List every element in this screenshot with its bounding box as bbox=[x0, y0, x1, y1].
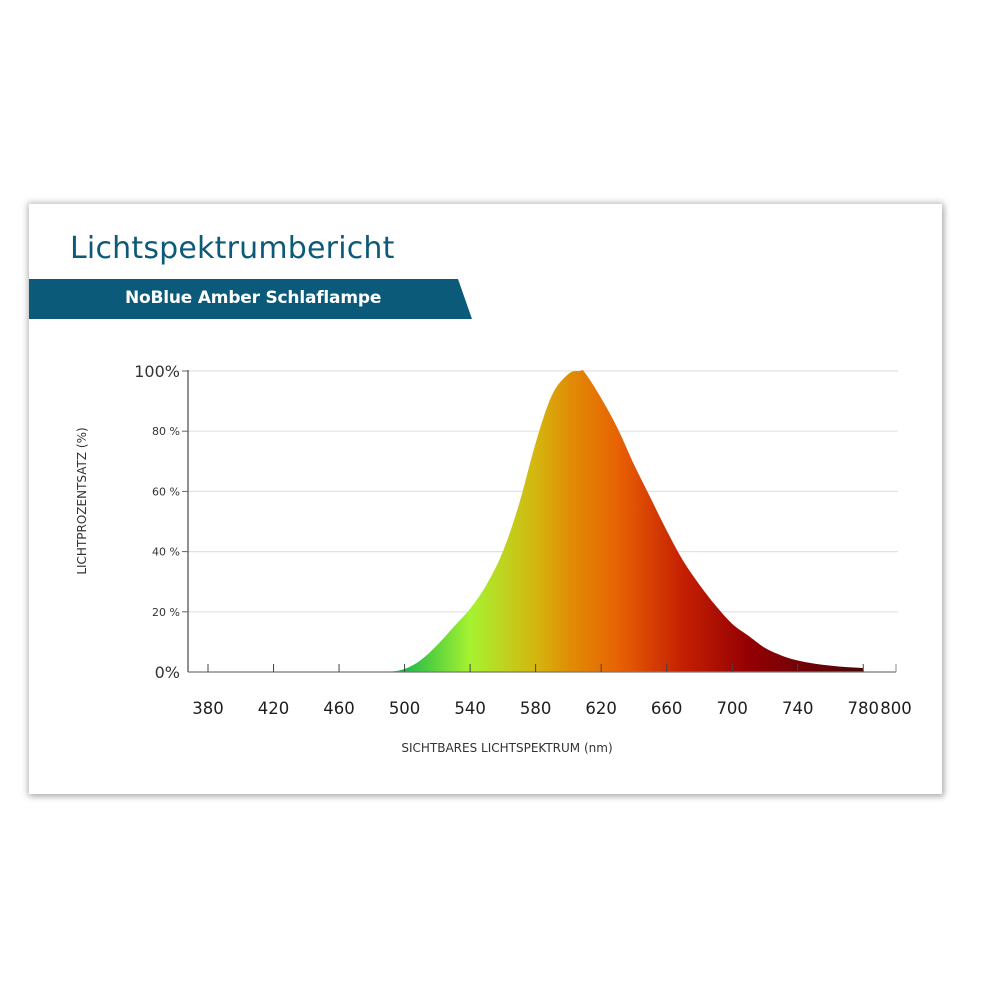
x-axis-ticks: 380 420 460 500 540 580 620 660 700 740 780 800 bbox=[192, 664, 912, 718]
x-tick-label: 800 bbox=[880, 699, 912, 718]
x-tick-label: 540 bbox=[454, 699, 486, 718]
y-tick-label: 100% bbox=[134, 362, 180, 381]
y-axis-ticks: 0% 20 % 40 % 60 % 80 % 100% bbox=[134, 362, 188, 682]
x-tick-label: 740 bbox=[782, 699, 814, 718]
axes bbox=[187, 370, 896, 673]
x-axis-title: SICHTBARES LICHTSPEKTRUM (nm) bbox=[401, 741, 612, 755]
y-axis-title: LICHTPROZENTSATZ (%) bbox=[75, 427, 89, 574]
x-tick-label: 780 bbox=[847, 699, 879, 718]
product-name: NoBlue Amber Schlaflampe bbox=[125, 288, 382, 308]
report-title: Lichtspektrumbericht bbox=[70, 231, 395, 266]
product-banner: NoBlue Amber Schlaflampe bbox=[29, 279, 472, 319]
x-tick-label: 420 bbox=[258, 699, 290, 718]
spectrum-area bbox=[388, 369, 864, 672]
y-tick-label: 80 % bbox=[152, 425, 180, 438]
x-tick-label: 460 bbox=[323, 699, 355, 718]
report-card: Lichtspektrumbericht NoBlue Amber Schlaf… bbox=[29, 204, 942, 794]
x-tick-label: 660 bbox=[651, 699, 683, 718]
x-tick-label: 380 bbox=[192, 699, 224, 718]
x-tick-label: 620 bbox=[585, 699, 617, 718]
y-tick-label: 0% bbox=[155, 663, 180, 682]
banner-shape bbox=[29, 279, 472, 319]
y-tick-label: 20 % bbox=[152, 606, 180, 619]
x-tick-label: 700 bbox=[716, 699, 748, 718]
x-tick-label: 580 bbox=[520, 699, 552, 718]
x-tick-label: 500 bbox=[389, 699, 421, 718]
y-tick-label: 40 % bbox=[152, 546, 180, 559]
y-tick-label: 60 % bbox=[152, 485, 180, 498]
